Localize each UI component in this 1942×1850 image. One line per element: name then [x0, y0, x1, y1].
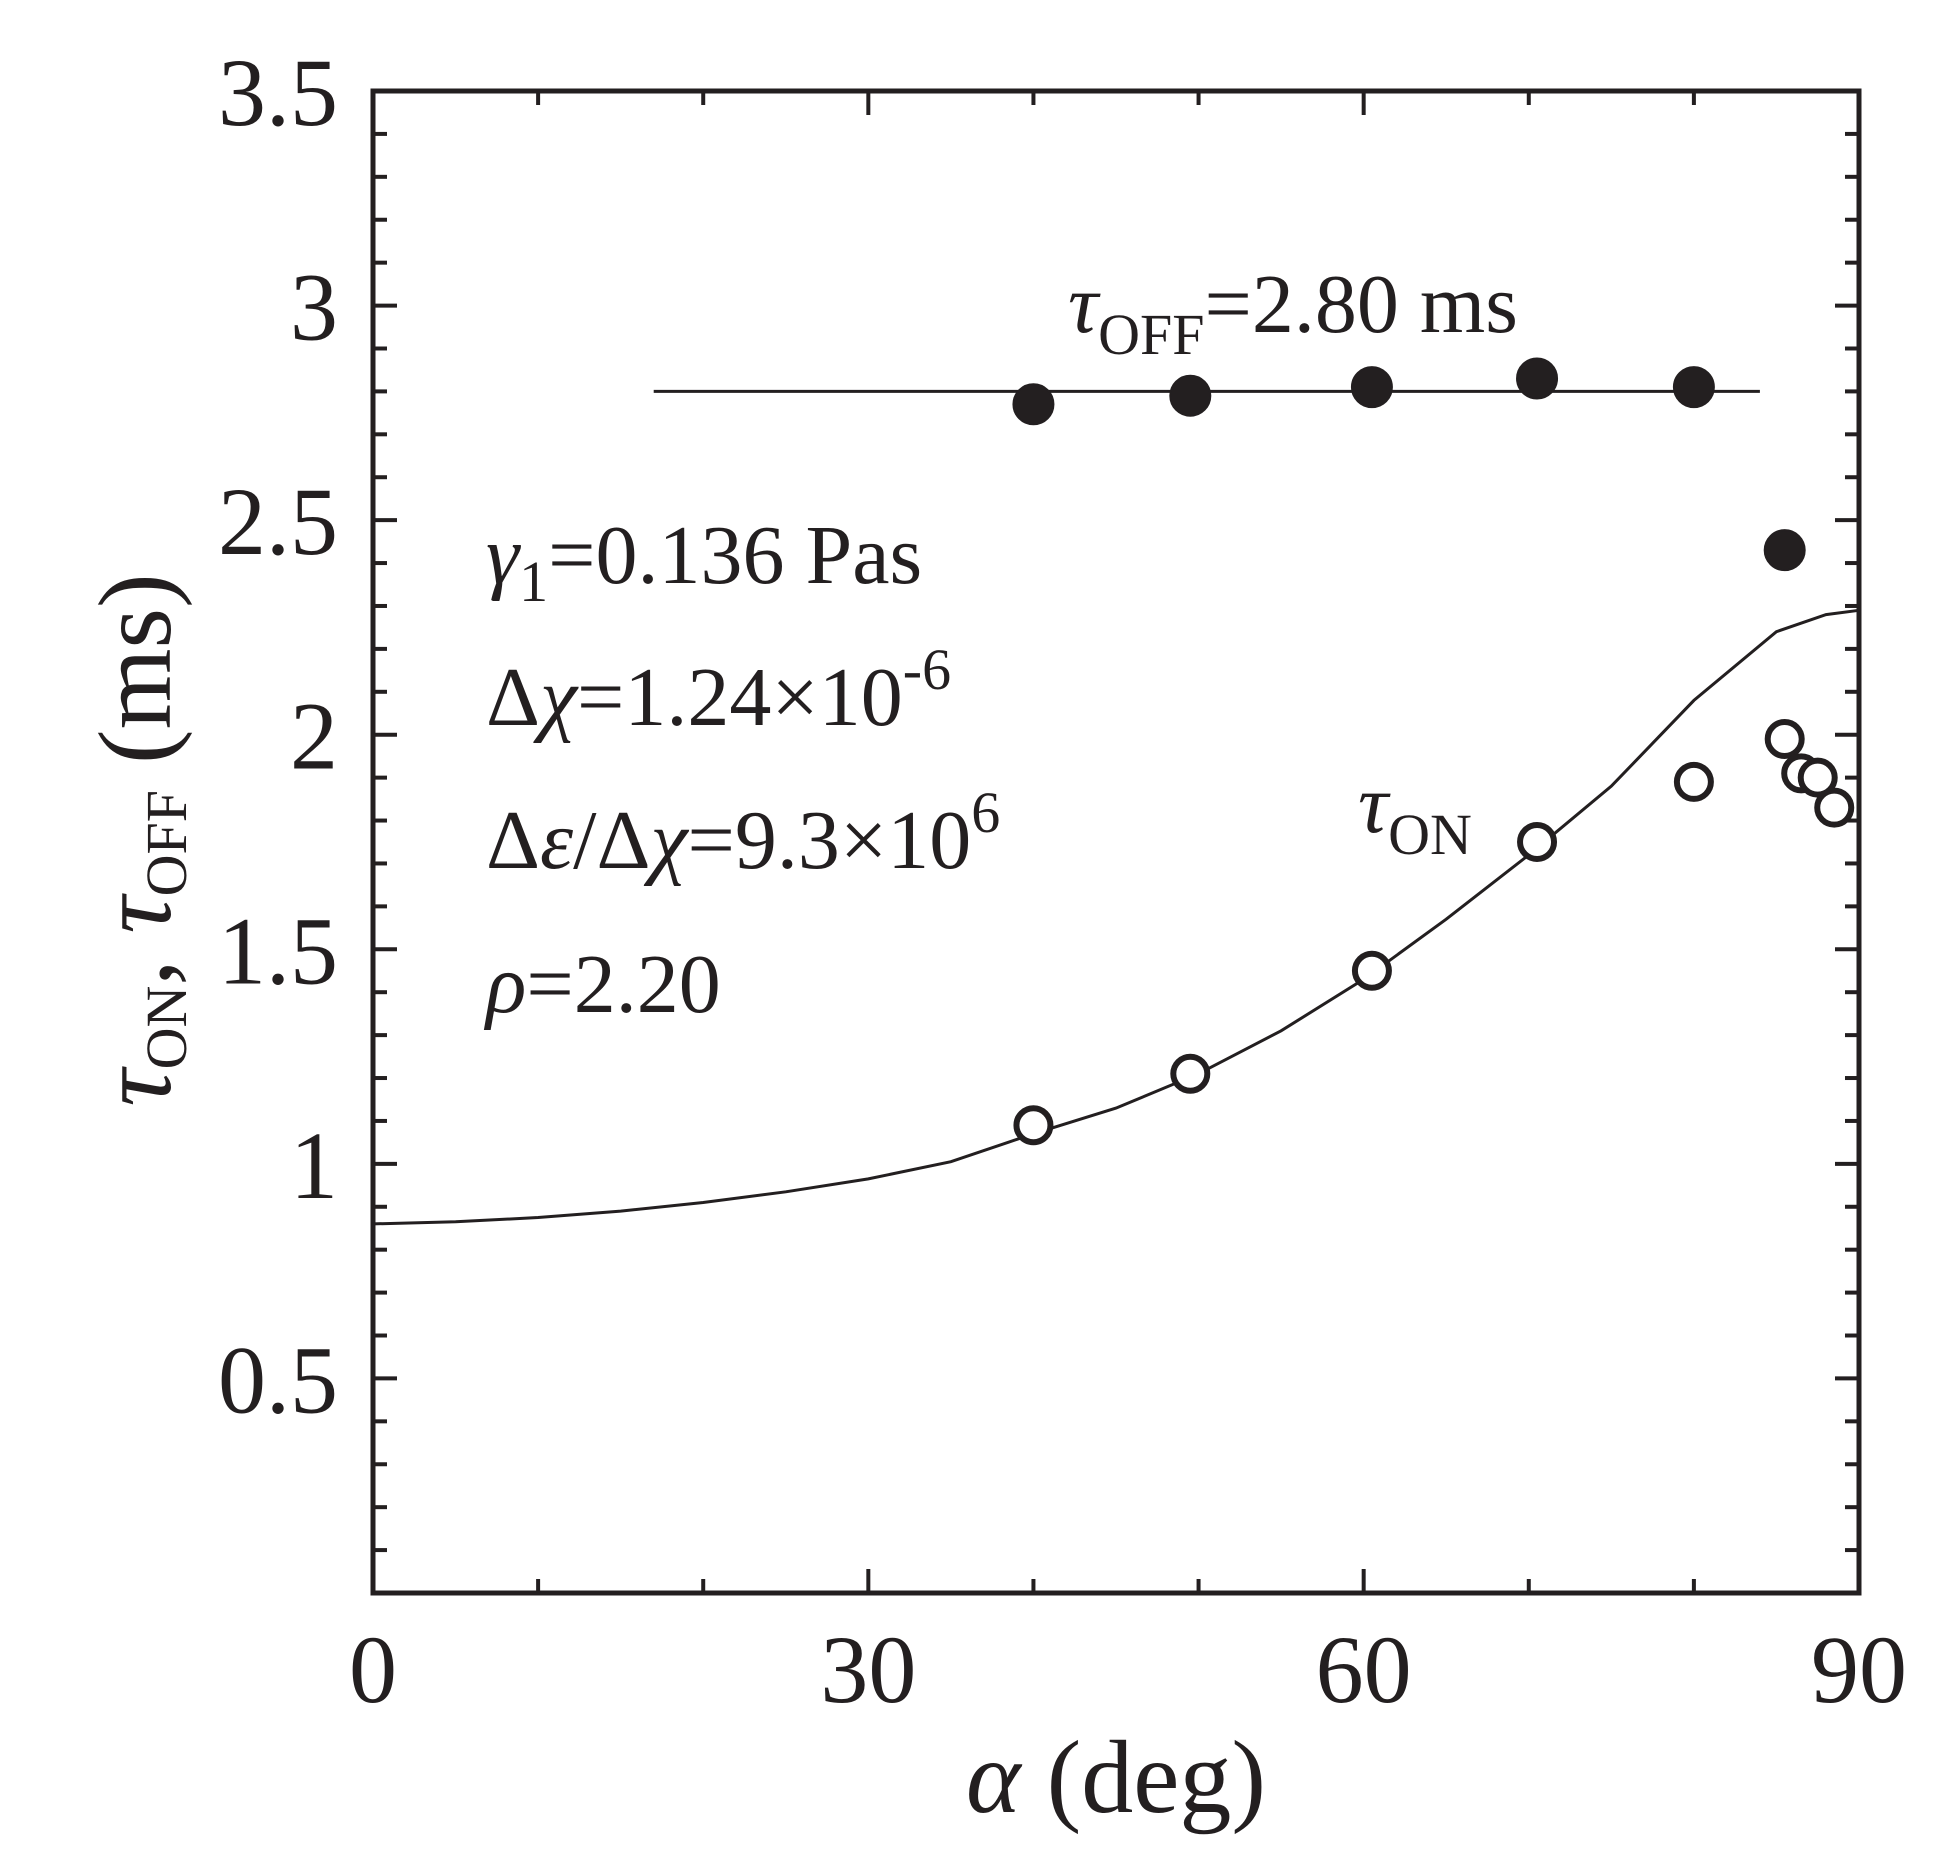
param-gamma-value: =0.136 Pas [548, 509, 922, 602]
param-dchi: Δχ=1.24×10-6 [486, 637, 951, 744]
tick-labels: 0 30 60 90 0.5 1 1.5 2 2.5 3 3.5 [218, 39, 1907, 1723]
y-tick-label: 1.5 [218, 897, 338, 1004]
tau-on-point [1797, 757, 1838, 798]
y-tick-label: 3 [290, 254, 338, 361]
param-rho: ρ=2.20 [483, 938, 721, 1031]
param-rho-value: =2.20 [526, 938, 720, 1031]
y-axis-title: τON, τOFF (ms) [78, 573, 199, 1106]
param-ratio-exponent: 6 [971, 780, 1000, 845]
tau-off-point [1012, 383, 1055, 426]
tau-on-point [1351, 950, 1392, 991]
ton-symbol: τ [1358, 758, 1391, 851]
param-rho-symbol: ρ [483, 938, 526, 1031]
y-axis-sub-on: ON [134, 986, 199, 1070]
param-ratio-eps: ε [540, 794, 574, 887]
x-axis-unit: (deg) [1021, 1720, 1266, 1835]
ticks [371, 89, 1861, 1595]
param-dchi-value: =1.24×10 [577, 651, 903, 744]
ton-subscript: ON [1388, 802, 1472, 867]
param-gamma-subscript: 1 [519, 549, 548, 614]
param-gamma-symbol: γ [486, 509, 521, 602]
param-dchi-delta: Δ [486, 651, 540, 744]
x-tick-label: 30 [820, 1616, 916, 1723]
y-axis-sep: , [78, 934, 193, 986]
param-ratio-delta: Δ [486, 794, 540, 887]
ton-annotation: τON [1358, 758, 1472, 867]
toff-annotation: τOFF=2.80 ms [1068, 258, 1518, 367]
tau-on-point [1170, 1053, 1211, 1094]
y-axis-tau-off: τ [78, 893, 193, 934]
tau-on-point [1673, 761, 1714, 802]
tau-off-point [1672, 366, 1715, 409]
param-ratio-value: =9.3×10 [687, 794, 971, 887]
x-axis-symbol: α [966, 1720, 1023, 1835]
markers [1012, 357, 1855, 1146]
y-tick-label: 2 [290, 683, 338, 790]
param-ratio-chi: χ [644, 794, 690, 887]
y-axis-tau-on: τ [78, 1066, 193, 1107]
param-ratio: Δε/Δχ=9.3×106 [486, 780, 1000, 887]
y-tick-label: 1 [290, 1112, 338, 1219]
tau-off-point [1169, 374, 1212, 417]
tau-on-point [1517, 822, 1558, 862]
tau-on-point [1764, 719, 1805, 760]
y-axis-unit: (ms) [78, 573, 193, 790]
param-ratio-mid: /Δ [573, 794, 650, 887]
tau-on-point [1013, 1105, 1054, 1146]
toff-value: =2.80 ms [1204, 258, 1517, 351]
x-tick-label: 60 [1316, 1616, 1412, 1723]
y-tick-label: 3.5 [218, 39, 338, 146]
fit-line-3 [372, 608, 1860, 1226]
tau-on-point [1814, 787, 1855, 828]
x-tick-label: 90 [1811, 1616, 1907, 1723]
y-tick-label: 0.5 [218, 1326, 338, 1433]
param-dchi-exponent: -6 [903, 637, 951, 702]
param-gamma: γ1=0.136 Pas [486, 509, 922, 614]
plot-frame [370, 88, 1862, 1596]
tau-off-point [1763, 529, 1806, 572]
toff-symbol: τ [1068, 258, 1101, 351]
tau-off-point [1516, 357, 1559, 400]
x-tick-label: 0 [349, 1616, 397, 1723]
tau-off-point [1350, 366, 1393, 409]
y-tick-label: 2.5 [218, 468, 338, 575]
param-dchi-symbol: χ [533, 651, 579, 744]
y-axis-sub-off: OFF [134, 790, 199, 896]
x-axis-title: α (deg) [966, 1720, 1266, 1835]
toff-subscript: OFF [1098, 302, 1204, 367]
